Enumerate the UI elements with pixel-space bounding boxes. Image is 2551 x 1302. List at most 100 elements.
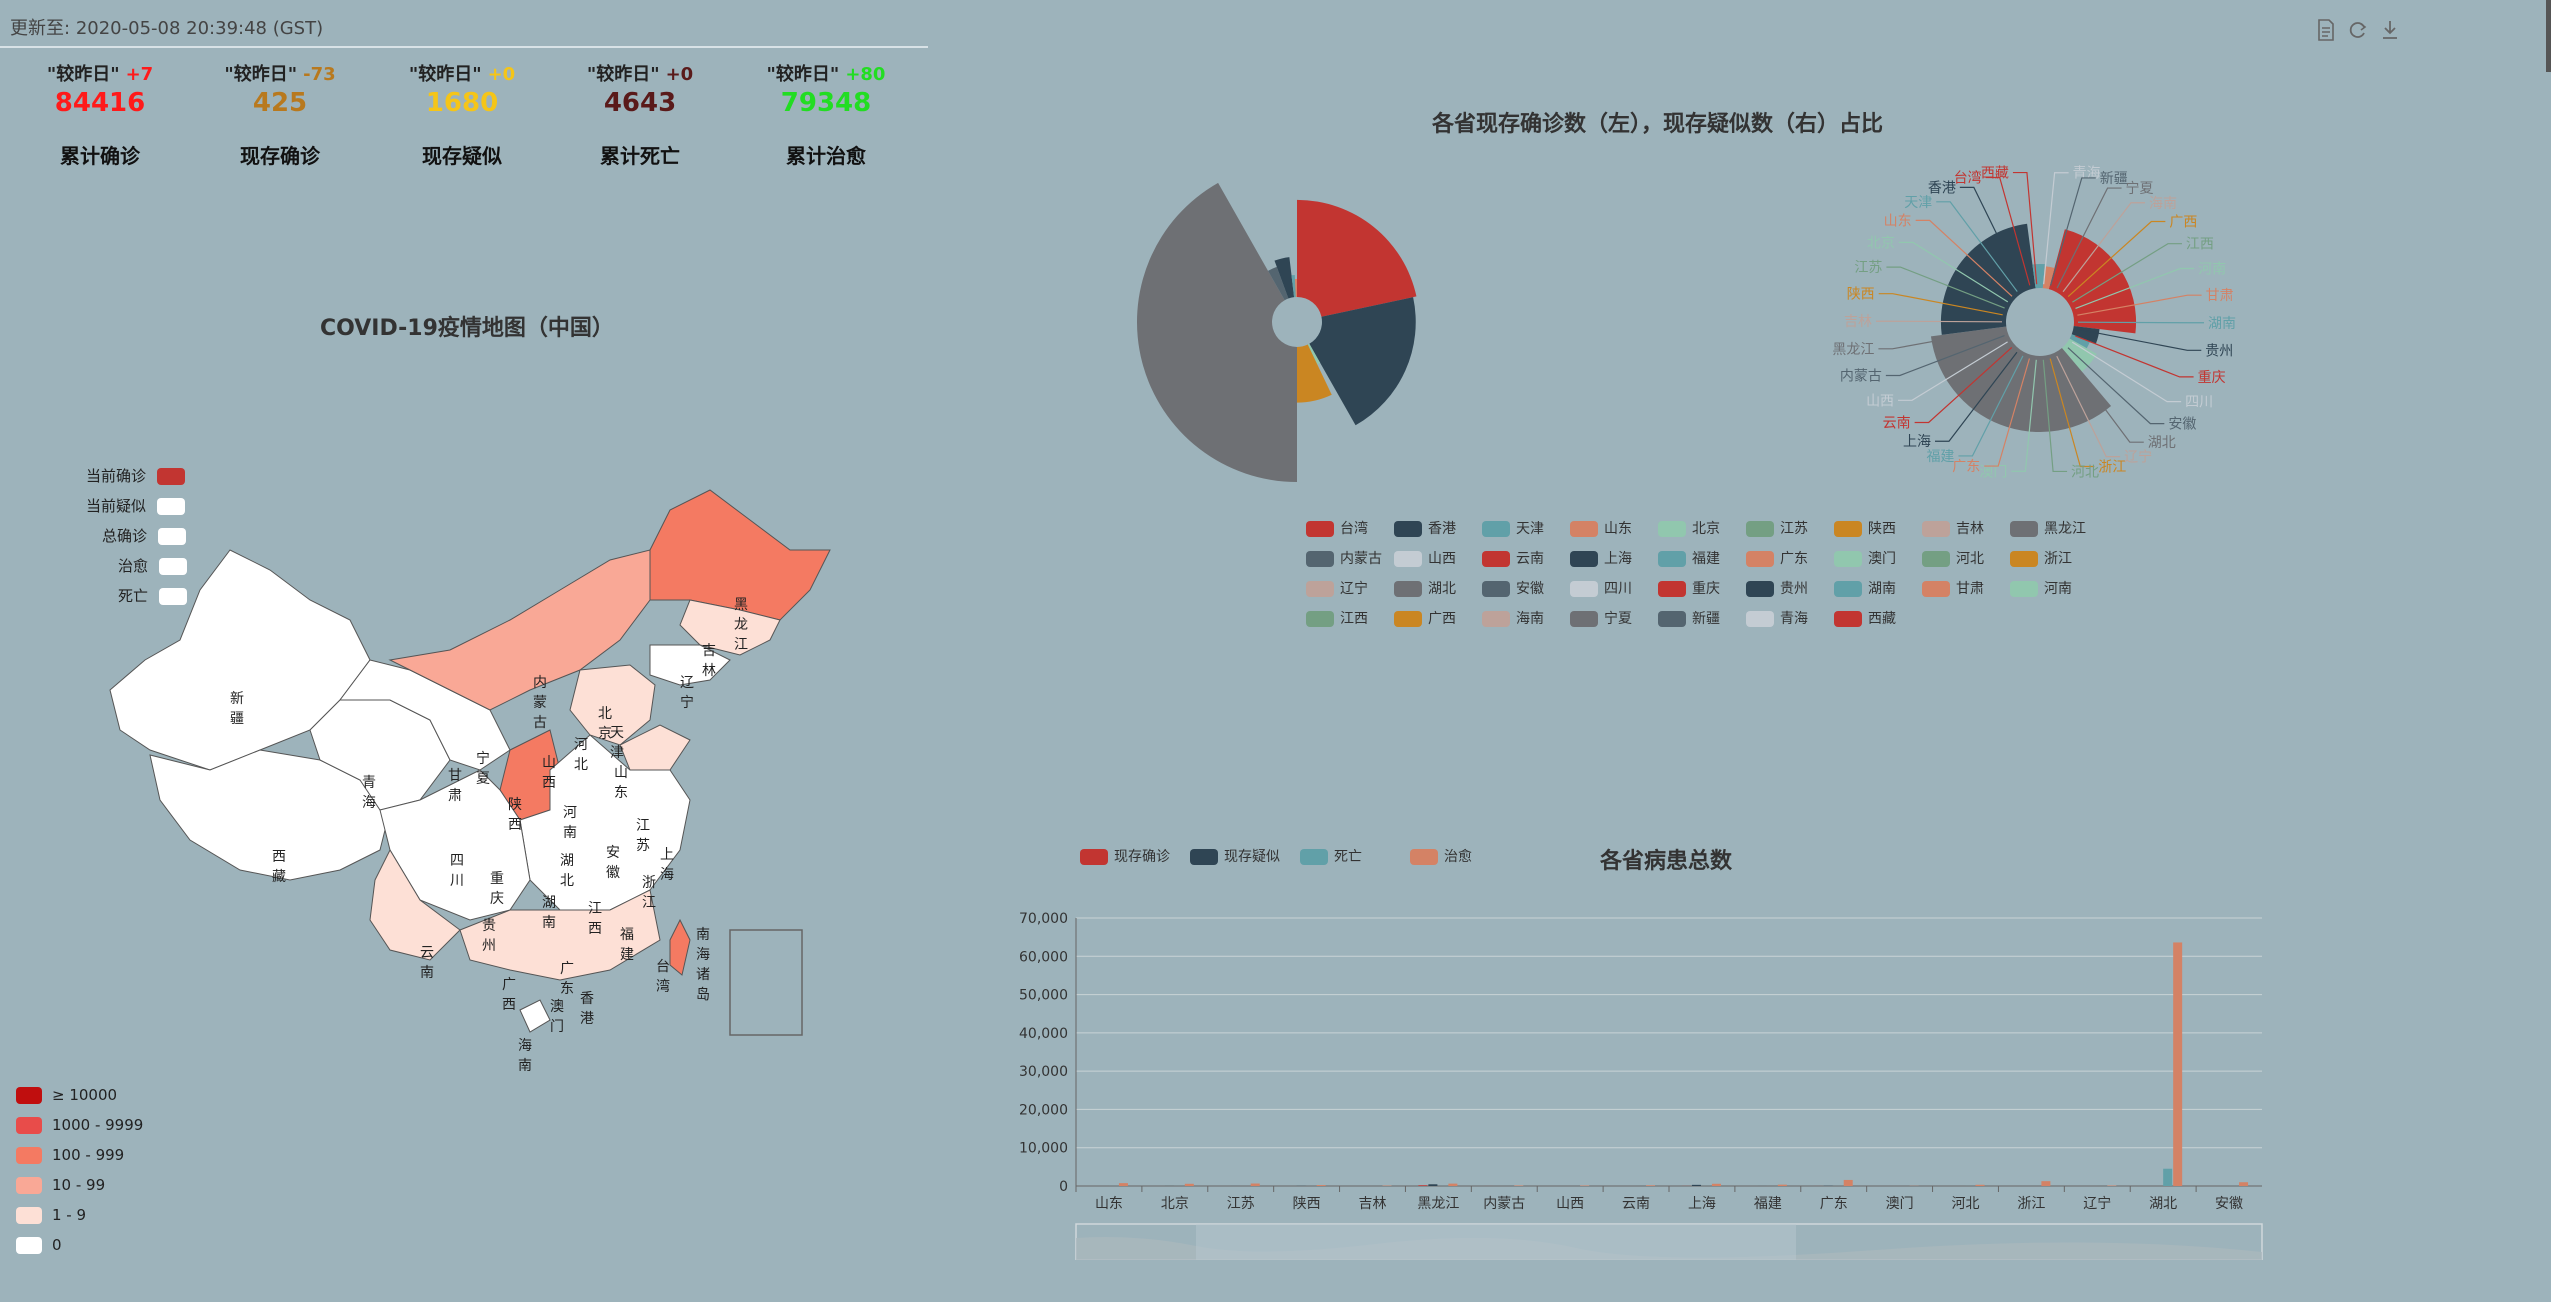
pie-legend-item[interactable]: 陕西: [1834, 518, 1896, 538]
pie-legend-item[interactable]: 湖南: [1834, 578, 1896, 598]
visual-legend-item[interactable]: 100 - 999: [16, 1146, 124, 1164]
map-legend-current-suspected[interactable]: 当前疑似: [86, 495, 185, 516]
pie-slice-北京[interactable]: [2061, 338, 2097, 372]
bar-chart[interactable]: 0 10,000 20,000 30,000 40,000 50,000 60,000 70,…: [1000, 900, 2300, 1260]
bar-治愈-湖北[interactable]: [2173, 942, 2183, 1186]
bar-治愈-江苏[interactable]: [1250, 1183, 1260, 1186]
province-jilin[interactable]: [679, 599, 781, 656]
pie-slice-内蒙古[interactable]: [1268, 266, 1289, 301]
bar-legend-item[interactable]: 治愈: [1410, 846, 1472, 866]
province-neimenggu[interactable]: [388, 549, 651, 711]
pie-legend-item[interactable]: 浙江: [2010, 548, 2072, 568]
pie-legend-item[interactable]: 江西: [1306, 608, 1368, 628]
pie-slice-上海[interactable]: [1274, 257, 1295, 299]
bar-legend-item[interactable]: 死亡: [1300, 846, 1362, 866]
visual-legend-item[interactable]: 1 - 9: [16, 1206, 86, 1224]
bar-治愈-浙江[interactable]: [2041, 1181, 2051, 1186]
pie-legend-item[interactable]: 海南: [1482, 608, 1544, 628]
pie-legend-item[interactable]: 山东: [1570, 518, 1632, 538]
province-hainan[interactable]: [519, 999, 551, 1033]
pie-legend-item[interactable]: 安徽: [1482, 578, 1544, 598]
bar-治愈-陕西[interactable]: [1316, 1185, 1326, 1186]
province-liaoning[interactable]: [649, 644, 731, 686]
pie-legend-item[interactable]: 云南: [1482, 548, 1544, 568]
pie-legend-item[interactable]: 广东: [1746, 548, 1808, 568]
visual-legend-item[interactable]: 1000 - 9999: [16, 1116, 143, 1134]
bar-治愈-山西[interactable]: [1580, 1185, 1590, 1186]
province-hebei-group[interactable]: [569, 664, 656, 746]
pie-legend-item[interactable]: 新疆: [1658, 608, 1720, 628]
pie-slice-陕西[interactable]: [1297, 344, 1332, 403]
map-legend-current-confirmed[interactable]: 当前确诊: [86, 465, 185, 486]
pie-legend-item[interactable]: 内蒙古: [1306, 548, 1382, 568]
bar-治愈-安徽[interactable]: [2239, 1182, 2249, 1186]
bar-治愈-广东[interactable]: [1843, 1179, 1853, 1186]
province-yunnan[interactable]: [369, 848, 461, 961]
bar-治愈-上海[interactable]: [1711, 1183, 1721, 1186]
pie-legend-item[interactable]: 湖北: [1394, 578, 1456, 598]
pie-slice-北京[interactable]: [1307, 343, 1321, 365]
pie-slice-台湾[interactable]: [1297, 199, 1417, 317]
download-icon[interactable]: [2380, 18, 2400, 42]
province-taiwan[interactable]: [669, 918, 691, 976]
bar-现存疑似-上海[interactable]: [1691, 1184, 1701, 1186]
bar-治愈-北京[interactable]: [1184, 1183, 1194, 1186]
pie-legend-item[interactable]: 宁夏: [1570, 608, 1632, 628]
pie-slice-广东[interactable]: [1294, 278, 1297, 298]
pie-legend-item[interactable]: 台湾: [1306, 518, 1368, 538]
data-zoom-window[interactable]: [1196, 1224, 1796, 1260]
pie-slice-广东[interactable]: [2042, 266, 2055, 290]
pie-legend-item[interactable]: 北京: [1658, 518, 1720, 538]
china-map[interactable]: [90, 470, 850, 1060]
visual-legend-item[interactable]: 0: [16, 1236, 62, 1254]
pie-legend-item[interactable]: 天津: [1482, 518, 1544, 538]
bar-现存确诊-黑龙江[interactable]: [1418, 1185, 1428, 1186]
pie-legend-item[interactable]: 贵州: [1746, 578, 1808, 598]
bar-治愈-福建[interactable]: [1777, 1184, 1787, 1186]
pie-legend-item[interactable]: 上海: [1570, 548, 1632, 568]
map-legend-deaths[interactable]: 死亡: [118, 585, 187, 606]
refresh-icon[interactable]: [2348, 18, 2368, 42]
pie-legend-item[interactable]: 辽宁: [1306, 578, 1368, 598]
pie-slice-上海[interactable]: [1940, 223, 2036, 335]
pie-legend-item[interactable]: 澳门: [1834, 548, 1896, 568]
bar-治愈-云南[interactable]: [1646, 1185, 1656, 1186]
document-icon[interactable]: [2316, 18, 2336, 42]
bar-死亡-湖北[interactable]: [2163, 1168, 2173, 1186]
pie-slice-香港[interactable]: [1309, 297, 1416, 426]
pie-legend-item[interactable]: 江苏: [1746, 518, 1808, 538]
bar-现存疑似-黑龙江[interactable]: [1428, 1184, 1438, 1186]
pie-slice-黑龙江[interactable]: [1137, 182, 1297, 482]
pie-legend-item[interactable]: 河北: [1922, 548, 1984, 568]
bar-治愈-黑龙江[interactable]: [1448, 1183, 1458, 1186]
visual-legend-item[interactable]: 10 - 99: [16, 1176, 105, 1194]
province-xinjiang[interactable]: [109, 549, 371, 771]
bar-治愈-山东[interactable]: [1118, 1183, 1128, 1186]
province-heilongjiang[interactable]: [649, 489, 831, 621]
bar-legend-item[interactable]: 现存确诊: [1080, 846, 1170, 866]
pie-legend-item[interactable]: 香港: [1394, 518, 1456, 538]
pie-legend-item[interactable]: 甘肃: [1922, 578, 1984, 598]
pie-legend-item[interactable]: 黑龙江: [2010, 518, 2086, 538]
bar-治愈-河北[interactable]: [1975, 1184, 1985, 1186]
pie-slice-香港[interactable]: [2071, 326, 2100, 344]
map-legend-total-confirmed[interactable]: 总确诊: [102, 525, 186, 546]
bar-治愈-内蒙古[interactable]: [1514, 1185, 1524, 1186]
province-south-group[interactable]: [459, 889, 661, 981]
scrollbar[interactable]: [2546, 0, 2551, 72]
pie-legend-item[interactable]: 西藏: [1834, 608, 1896, 628]
pie-legend-item[interactable]: 四川: [1570, 578, 1632, 598]
bar-legend-item[interactable]: 现存疑似: [1190, 846, 1280, 866]
pie-legend-item[interactable]: 青海: [1746, 608, 1808, 628]
bar-治愈-辽宁[interactable]: [2107, 1185, 2117, 1186]
pie-legend-item[interactable]: 吉林: [1922, 518, 1984, 538]
pie-legend-item[interactable]: 山西: [1394, 548, 1456, 568]
pie-legend-item[interactable]: 福建: [1658, 548, 1720, 568]
pie-legend-item[interactable]: 河南: [2010, 578, 2072, 598]
visual-legend-item[interactable]: ≥ 10000: [16, 1086, 117, 1104]
map-legend-recovered[interactable]: 治愈: [118, 555, 187, 576]
pie-slice-台湾[interactable]: [2048, 229, 2137, 334]
pie-legend-item[interactable]: 广西: [1394, 608, 1456, 628]
province-shandong[interactable]: [619, 724, 691, 771]
